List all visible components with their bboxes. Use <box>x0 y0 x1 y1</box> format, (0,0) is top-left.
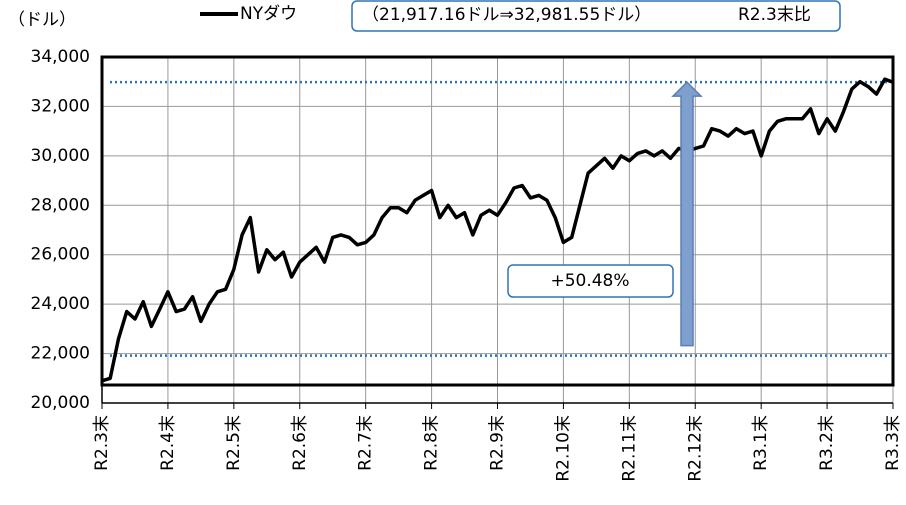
x-tick-label: R2.8末 <box>422 415 442 471</box>
x-tick-label: R2.9末 <box>488 415 508 471</box>
x-tick-label: R2.5末 <box>224 415 244 471</box>
legend-note2: R2.3末比 <box>738 5 811 25</box>
y-tick-label: 28,000 <box>31 195 90 215</box>
annotation-box <box>507 264 674 298</box>
line-series <box>101 77 894 383</box>
annotation: +50.48% <box>550 271 629 291</box>
x-tick-label: R2.7末 <box>356 415 376 471</box>
x-tick-label: R2.10末 <box>553 415 573 482</box>
y-tick-label: 20,000 <box>31 393 90 413</box>
x-tick-label: R3.2末 <box>817 415 837 471</box>
y-tick-label: 26,000 <box>31 245 90 265</box>
legend-note-box <box>351 0 841 32</box>
y-tick-label: 22,000 <box>31 344 90 364</box>
x-tick-label: R2.3末 <box>92 415 112 471</box>
x-tick-label: R2.4末 <box>158 415 178 471</box>
y-tick-label: 30,000 <box>31 146 90 166</box>
y-tick-label: 32,000 <box>31 96 90 116</box>
x-tick-label: R3.3末 <box>883 415 903 471</box>
x-tick-label: R2.6末 <box>290 415 310 471</box>
change-arrow <box>671 81 703 347</box>
legend-label: NYダウ <box>240 4 297 24</box>
y-tick-label: 34,000 <box>31 47 90 67</box>
x-tick-label: R2.11末 <box>619 415 639 482</box>
x-tick-label: R2.12末 <box>685 415 705 482</box>
legend-note: （21,917.16ドル⇒32,981.55ドル） <box>362 5 651 25</box>
unit-label: （ドル） <box>8 10 76 30</box>
y-tick-label: 24,000 <box>31 294 90 314</box>
x-tick-label: R3.1末 <box>751 415 771 471</box>
